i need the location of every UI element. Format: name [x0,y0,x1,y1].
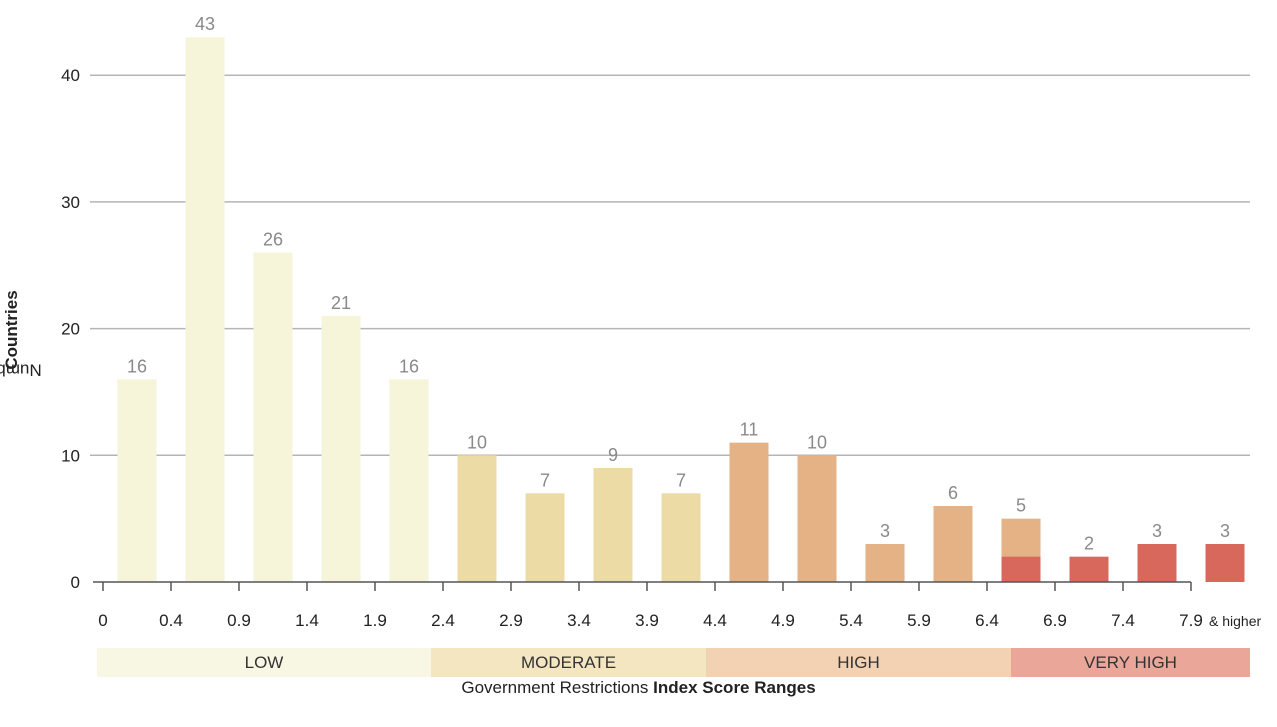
bar-6 [525,493,565,582]
band-low: LOW [97,648,431,677]
y-tick-label-30: 30 [61,193,80,212]
x-tick-label-1: 0.4 [159,611,183,630]
x-tick-label-0: 0 [98,611,107,630]
value-label-13: 5 [1016,496,1026,516]
y-tick-label-40: 40 [61,66,80,85]
value-label-5: 10 [467,432,487,452]
x-tick-label-3: 1.4 [295,611,319,630]
bar-2 [253,252,293,582]
value-label-7: 9 [608,445,618,465]
value-label-2: 26 [263,230,283,250]
bar-16 [1205,543,1245,582]
x-tick-label-8: 3.9 [635,611,659,630]
band-very-high: VERY HIGH [1011,648,1250,677]
x-tick-label-10: 4.9 [771,611,795,630]
x-tick-label-15: 7.4 [1111,611,1135,630]
y-axis-label-prefix: Number of [0,360,42,380]
band-moderate: MODERATE [431,648,706,677]
bar-0 [117,379,157,582]
value-label-11: 3 [880,521,890,541]
x-tick-label-12: 5.9 [907,611,931,630]
value-labels: 16 43 26 21 16 10 7 9 7 11 10 3 6 5 2 3 3 [127,14,1230,553]
x-tick-label-4: 1.9 [363,611,387,630]
bar-14 [1069,556,1109,582]
y-tick-label-10: 10 [61,446,80,465]
bar-10 [797,455,837,582]
x-tick-label-16: 7.9 [1179,611,1203,630]
x-tick-label-14: 6.9 [1043,611,1067,630]
y-tick-label-0: 0 [71,573,80,592]
value-label-3: 21 [331,293,351,313]
x-tick-suffix: & higher [1209,613,1261,629]
bar-12 [933,505,973,582]
value-label-8: 7 [676,470,686,490]
value-label-15: 3 [1152,521,1162,541]
x-axis-label: Government Restrictions Index Score Rang… [0,678,1277,698]
bar-5 [457,455,497,582]
bar-15 [1137,543,1177,582]
x-tick-label-6: 2.9 [499,611,523,630]
y-axis-label-bold: Countries [2,290,21,370]
band-high: HIGH [706,648,1011,677]
y-tick-label-20: 20 [61,320,80,339]
x-tick-label-5: 2.4 [431,611,455,630]
value-label-4: 16 [399,356,419,376]
value-label-14: 2 [1084,534,1094,554]
x-axis: 0 0.4 0.9 1.4 1.9 2.4 2.9 3.4 3.9 4.4 4.9 5.4 5.9 6.4… [93,581,1261,630]
bar-7 [593,467,633,582]
value-label-12: 6 [948,483,958,503]
bars [117,37,1245,582]
x-tick-label-13: 6.4 [975,611,999,630]
value-label-10: 10 [807,432,827,452]
x-tick-label-11: 5.4 [839,611,863,630]
x-tick-label-7: 3.4 [567,611,591,630]
bar-8 [661,493,701,582]
bar-11 [865,543,905,582]
x-axis-label-prefix: Government Restrictions [461,678,654,697]
x-axis-label-bold: Index Score Ranges [653,678,816,697]
bar-1 [185,37,225,582]
x-tick-label-9: 4.4 [703,611,727,630]
value-label-16: 3 [1220,521,1230,541]
value-label-9: 11 [740,420,759,440]
value-label-0: 16 [127,356,147,376]
value-label-6: 7 [540,470,550,490]
bar-3 [321,315,361,582]
bar-4 [389,379,429,582]
y-axis-ticks: 0 10 20 30 40 [61,66,80,592]
x-tick-label-2: 0.9 [227,611,251,630]
bar-segment-very-high-13 [1001,556,1041,582]
value-label-1: 43 [195,14,215,34]
bar-9 [729,442,769,582]
